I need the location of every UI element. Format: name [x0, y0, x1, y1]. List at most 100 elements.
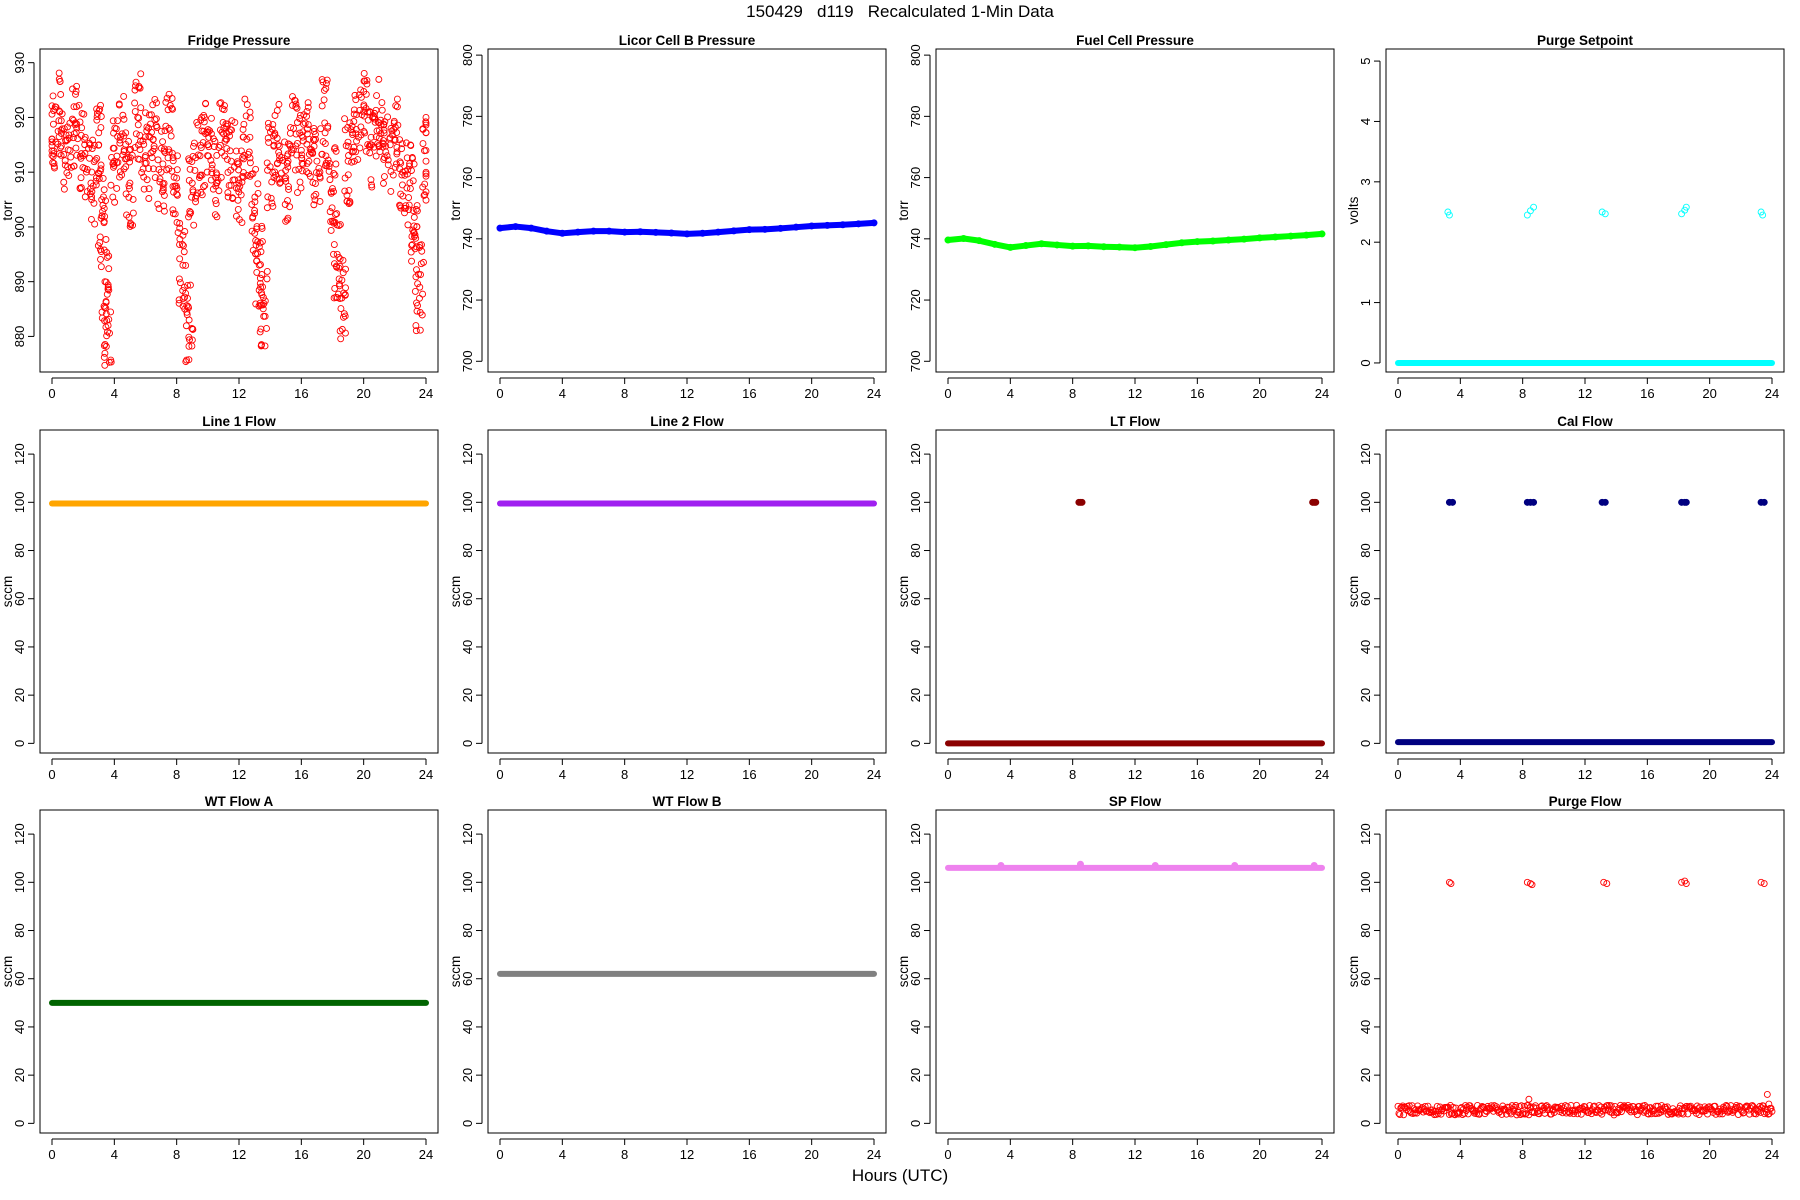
data-point — [303, 108, 311, 115]
data-point — [315, 164, 323, 172]
data-point — [103, 249, 111, 256]
data-point — [304, 99, 312, 107]
data-point — [48, 110, 56, 118]
data-point — [297, 146, 305, 154]
data-point — [69, 134, 77, 142]
data-point — [338, 325, 346, 333]
data-point — [396, 201, 404, 209]
data-point — [422, 170, 430, 178]
x-tick-label: 16 — [742, 767, 756, 782]
data-point — [162, 98, 170, 106]
panel: Fridge Pressure torr 0 4 8 12 16 20 24 880 890 900 9… — [0, 33, 439, 401]
data-point — [212, 197, 219, 204]
data-point — [422, 157, 430, 165]
data-point — [245, 148, 253, 156]
y-tick-label: 20 — [908, 688, 923, 702]
data-point — [543, 227, 551, 235]
data-point — [77, 131, 85, 139]
data-point — [300, 120, 308, 128]
data-point — [235, 216, 243, 223]
data-point — [975, 237, 983, 245]
y-tick-label: 100 — [460, 491, 475, 513]
x-tick-label: 20 — [356, 767, 370, 782]
data-point — [160, 207, 168, 215]
data-point — [223, 155, 231, 163]
data-point — [312, 190, 320, 198]
baseline-point — [1618, 1108, 1625, 1116]
data-point — [203, 168, 211, 176]
data-point — [409, 207, 417, 215]
baseline-point — [1643, 1103, 1651, 1111]
data-point — [208, 165, 216, 173]
data-point — [240, 155, 248, 163]
data-point — [116, 173, 123, 181]
data-point — [290, 124, 297, 132]
data-point — [151, 116, 159, 124]
data-point — [398, 145, 406, 153]
data-point — [387, 168, 395, 175]
x-tick-label: 24 — [419, 1147, 433, 1162]
data-point — [185, 342, 193, 350]
data-point — [273, 107, 281, 115]
y-tick-label: 0 — [1358, 740, 1373, 747]
data-point — [319, 138, 327, 146]
y-axis-label: torr — [0, 200, 15, 221]
data-point — [246, 114, 254, 122]
y-tick-label: 60 — [908, 591, 923, 605]
data-point — [152, 115, 160, 123]
data-point — [1078, 498, 1086, 506]
data-point — [109, 117, 117, 125]
x-tick-label: 8 — [1519, 386, 1526, 401]
x-tick-label: 12 — [680, 386, 694, 401]
data-point — [126, 184, 133, 192]
y-tick-label: 80 — [12, 543, 27, 557]
data-point — [411, 287, 419, 295]
data-point — [76, 152, 84, 160]
x-tick-label: 20 — [356, 1147, 370, 1162]
data-point — [317, 125, 325, 133]
data-point — [358, 111, 366, 119]
baseline-point — [1768, 1107, 1776, 1115]
data-point — [419, 140, 427, 148]
data-point — [310, 201, 318, 209]
data-point — [200, 183, 207, 191]
data-point — [131, 86, 139, 94]
data-point — [49, 92, 57, 100]
data-point — [274, 141, 282, 149]
data-point — [54, 140, 62, 148]
data-point — [134, 113, 142, 121]
x-tick-label: 20 — [804, 386, 818, 401]
x-tick-label: 16 — [1190, 767, 1204, 782]
data-point — [63, 169, 71, 177]
data-point — [218, 128, 226, 136]
baseline-point — [1684, 1110, 1692, 1118]
data-point — [147, 111, 155, 119]
data-point — [335, 222, 343, 229]
data-point — [313, 157, 321, 165]
data-point — [148, 154, 156, 162]
data-point — [281, 201, 289, 208]
data-point — [97, 113, 105, 120]
data-point — [1151, 861, 1159, 869]
data-point — [417, 271, 424, 279]
data-point — [179, 231, 187, 239]
data-point — [110, 144, 118, 152]
x-tick-label: 16 — [1640, 1147, 1654, 1162]
data-point — [387, 124, 395, 132]
data-point — [413, 207, 421, 215]
data-point — [870, 219, 878, 227]
data-point — [343, 198, 351, 205]
y-tick-label: 120 — [908, 443, 923, 465]
data-point — [158, 188, 166, 196]
data-point — [155, 205, 163, 213]
data-point — [299, 137, 307, 145]
data-point — [1445, 878, 1453, 886]
y-tick-label: 80 — [1358, 543, 1373, 557]
panel: Purge Flow sccm 0 4 8 12 16 20 24 0 20 40 60 80 100 120 — [1346, 794, 1785, 1162]
x-tick-label: 24 — [867, 767, 881, 782]
data-point — [92, 174, 100, 182]
data-point — [233, 184, 240, 192]
data-point — [310, 128, 318, 135]
data-point — [344, 138, 352, 146]
data-point — [1760, 498, 1768, 506]
